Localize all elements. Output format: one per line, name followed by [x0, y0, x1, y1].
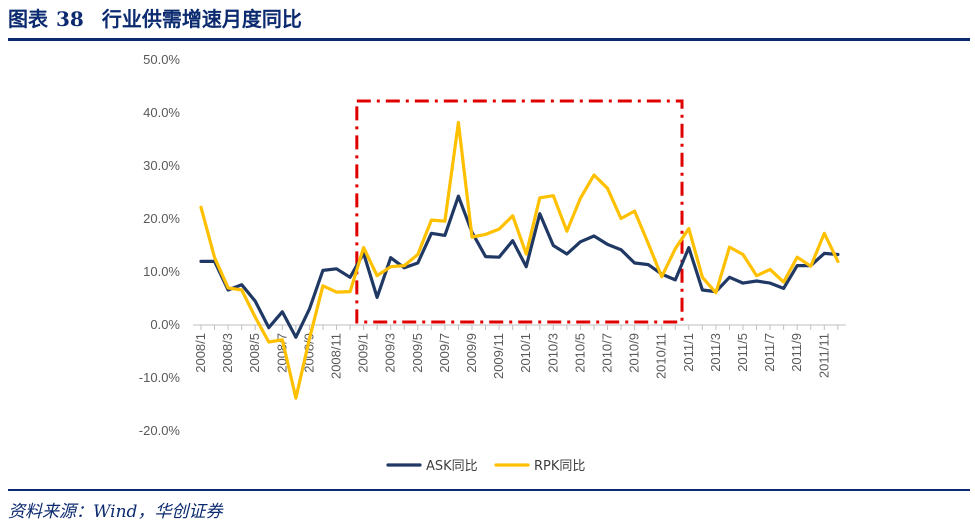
x-tick-label: 2011/7 — [762, 333, 777, 372]
x-tick-label: 2011/1 — [681, 333, 696, 372]
y-tick-label: -20.0% — [139, 423, 181, 438]
figure-label: 图表 — [8, 7, 48, 31]
source-note: 资料来源：Wind，华创证券 — [8, 502, 223, 522]
x-tick-label: 2010/7 — [600, 333, 615, 373]
x-tick-label: 2009/9 — [464, 333, 479, 373]
x-tick-label: 2009/11 — [491, 333, 506, 379]
x-tick-label: 2010/3 — [545, 333, 560, 373]
y-tick-label: 10.0% — [143, 264, 180, 279]
x-tick-label: 2008/1 — [193, 333, 208, 373]
x-tick-label: 2009/7 — [437, 333, 452, 373]
x-tick-label: 2008/3 — [220, 333, 235, 373]
highlight-box — [355, 99, 684, 324]
y-tick-label: 40.0% — [143, 105, 180, 120]
x-tick-label: 2011/3 — [708, 333, 723, 372]
x-tick-label: 2008/5 — [247, 333, 262, 373]
y-tick-label: 50.0% — [143, 52, 180, 67]
x-tick-label: 2010/9 — [627, 333, 642, 373]
ask-series-line — [199, 194, 840, 339]
x-tick-label: 2009/1 — [356, 333, 371, 373]
rpk-series-line — [199, 120, 840, 400]
x-tick-label: 2009/3 — [383, 333, 398, 373]
title-divider — [8, 38, 970, 41]
figure-title: 图表 38 行业供需增速月度同比 — [8, 4, 302, 34]
figure-number: 38 — [56, 7, 84, 31]
y-tick-label: -10.0% — [139, 370, 181, 385]
x-tick-label: 2010/5 — [572, 333, 587, 373]
figure-title-text: 行业供需增速月度同比 — [101, 7, 302, 31]
x-tick-label: 2011/5 — [735, 333, 750, 372]
legend-rpk-label: RPK同比 — [534, 459, 585, 474]
x-tick-label: 2011/11 — [816, 333, 831, 378]
x-tick-label: 2010/1 — [518, 333, 533, 373]
x-tick-label: 2009/5 — [410, 333, 425, 373]
y-tick-label: 0.0% — [150, 317, 180, 332]
x-tick-label: 2011/9 — [789, 333, 804, 372]
legend-ask-label: ASK同比 — [426, 459, 478, 474]
x-tick-label: 2008/7 — [274, 333, 289, 373]
line-chart: -20.0% -10.0% 0.0% 10.0% 20.0% 30.0% 40.0% 50.0… — [139, 52, 846, 474]
y-tick-label: 20.0% — [143, 211, 180, 226]
x-tick-label: 2008/11 — [329, 333, 344, 379]
x-tick-label: 2010/11 — [654, 333, 669, 379]
y-tick-label: 30.0% — [143, 158, 180, 173]
source-divider — [8, 489, 970, 491]
